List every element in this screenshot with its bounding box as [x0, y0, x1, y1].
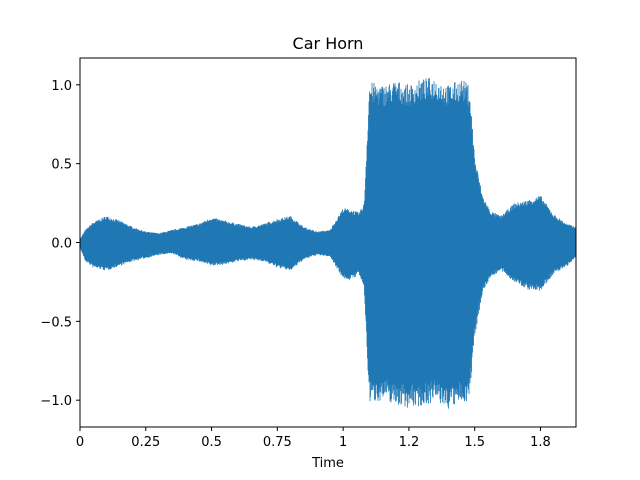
y-tick-label: −1.0 [40, 394, 72, 409]
x-tick-label: 0.5 [201, 435, 222, 450]
x-axis: 0 0.25 0.5 0.75 1 1.2 1.5 1.8 [76, 427, 551, 450]
x-tick-label: 1 [339, 435, 347, 450]
x-tick-label: 1.2 [399, 435, 420, 450]
chart-title: Car Horn [293, 34, 364, 53]
plot-area [79, 78, 577, 409]
waveform-series [79, 78, 577, 409]
y-tick-label: 0.0 [51, 237, 72, 252]
x-axis-label: Time [311, 456, 344, 471]
x-tick-label: 1.5 [464, 435, 485, 450]
y-axis: 1.0 0.5 0.0 −0.5 −1.0 [40, 79, 80, 409]
y-tick-label: 0.5 [51, 158, 72, 173]
x-tick-label: 1.8 [530, 435, 551, 450]
x-tick-label: 0.25 [131, 435, 160, 450]
x-tick-label: 0 [76, 435, 84, 450]
x-tick-label: 0.75 [263, 435, 292, 450]
y-tick-label: −0.5 [40, 315, 72, 330]
y-tick-label: 1.0 [51, 79, 72, 94]
